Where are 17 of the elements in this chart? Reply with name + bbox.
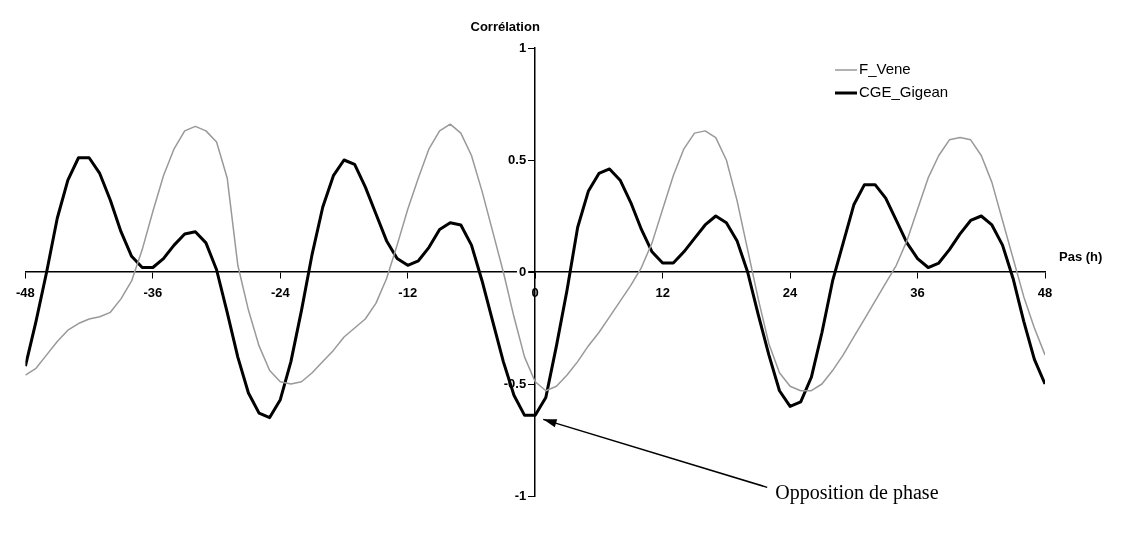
x-axis-title: Pas (h) bbox=[1059, 249, 1103, 265]
x-tick-label: 12 bbox=[655, 285, 670, 301]
x-tick-label: 36 bbox=[910, 285, 925, 301]
x-tick-label: 24 bbox=[782, 285, 799, 301]
y-tick-label: 1 bbox=[518, 39, 527, 55]
legend-label: F_Vene bbox=[859, 60, 911, 78]
x-tick-label: 48 bbox=[1037, 285, 1053, 301]
y-tick-label: -1 bbox=[514, 487, 527, 503]
y-tick-label: 0.5 bbox=[508, 151, 527, 167]
x-tick-label: -36 bbox=[143, 285, 163, 301]
annotation: Opposition de phase bbox=[775, 480, 939, 504]
x-tick-label: -24 bbox=[270, 285, 291, 301]
x-tick-label: -48 bbox=[16, 285, 35, 301]
y-tick-label: 0 bbox=[518, 263, 527, 279]
x-tick-label: -12 bbox=[398, 285, 418, 301]
y-axis-title: Corrélation bbox=[470, 19, 540, 35]
legend-label: CGE_Gigean bbox=[859, 83, 949, 101]
